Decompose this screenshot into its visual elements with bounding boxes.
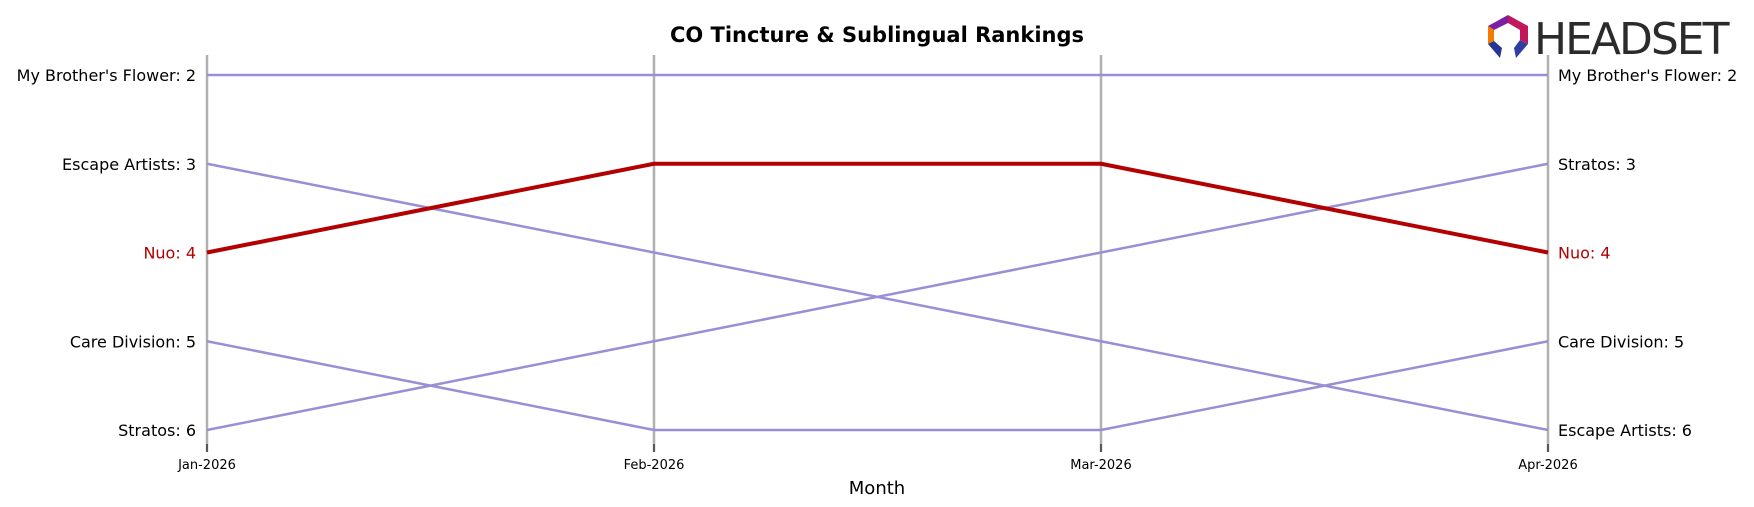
series-line-nuo <box>206 161 1549 255</box>
x-tick-label: Apr-2026 <box>1518 458 1577 473</box>
series-line-care-division <box>206 340 1549 432</box>
right-label-escape-artists: Escape Artists: 6 <box>1558 421 1692 440</box>
right-label-stratos: Stratos: 3 <box>1558 155 1636 174</box>
left-rank-labels: My Brother's Flower: 2 Escape Artists: 3 N… <box>17 66 196 440</box>
right-label-my-brother-s-flower: My Brother's Flower: 2 <box>1558 66 1737 85</box>
left-label-escape-artists: Escape Artists: 3 <box>62 155 196 174</box>
vertical-gridlines <box>205 55 1550 452</box>
x-tick-label: Jan-2026 <box>177 458 236 473</box>
right-rank-labels: My Brother's Flower: 2 Stratos: 3 Nuo: 4 Ca… <box>1558 66 1737 440</box>
right-label-nuo: Nuo: 4 <box>1558 244 1611 263</box>
headset-logo-text: HEADSET <box>1534 14 1730 65</box>
x-tick-label: Mar-2026 <box>1070 458 1131 473</box>
x-axis-title: Month <box>849 478 905 499</box>
x-tick-label: Feb-2026 <box>624 458 685 473</box>
left-label-stratos: Stratos: 6 <box>118 421 196 440</box>
series-lines <box>206 73 1549 432</box>
headset-logo-icon <box>1488 15 1528 58</box>
left-label-care-division: Care Division: 5 <box>70 332 196 351</box>
right-label-care-division: Care Division: 5 <box>1558 332 1684 351</box>
left-label-my-brother-s-flower: My Brother's Flower: 2 <box>17 66 196 85</box>
headset-logo: HEADSET <box>1488 14 1732 65</box>
chart-title: CO Tincture & Sublingual Rankings <box>670 23 1084 47</box>
left-label-nuo: Nuo: 4 <box>143 244 196 263</box>
x-axis-ticks: Jan-2026 Feb-2026 Mar-2026 Apr-2026 <box>177 444 1578 473</box>
